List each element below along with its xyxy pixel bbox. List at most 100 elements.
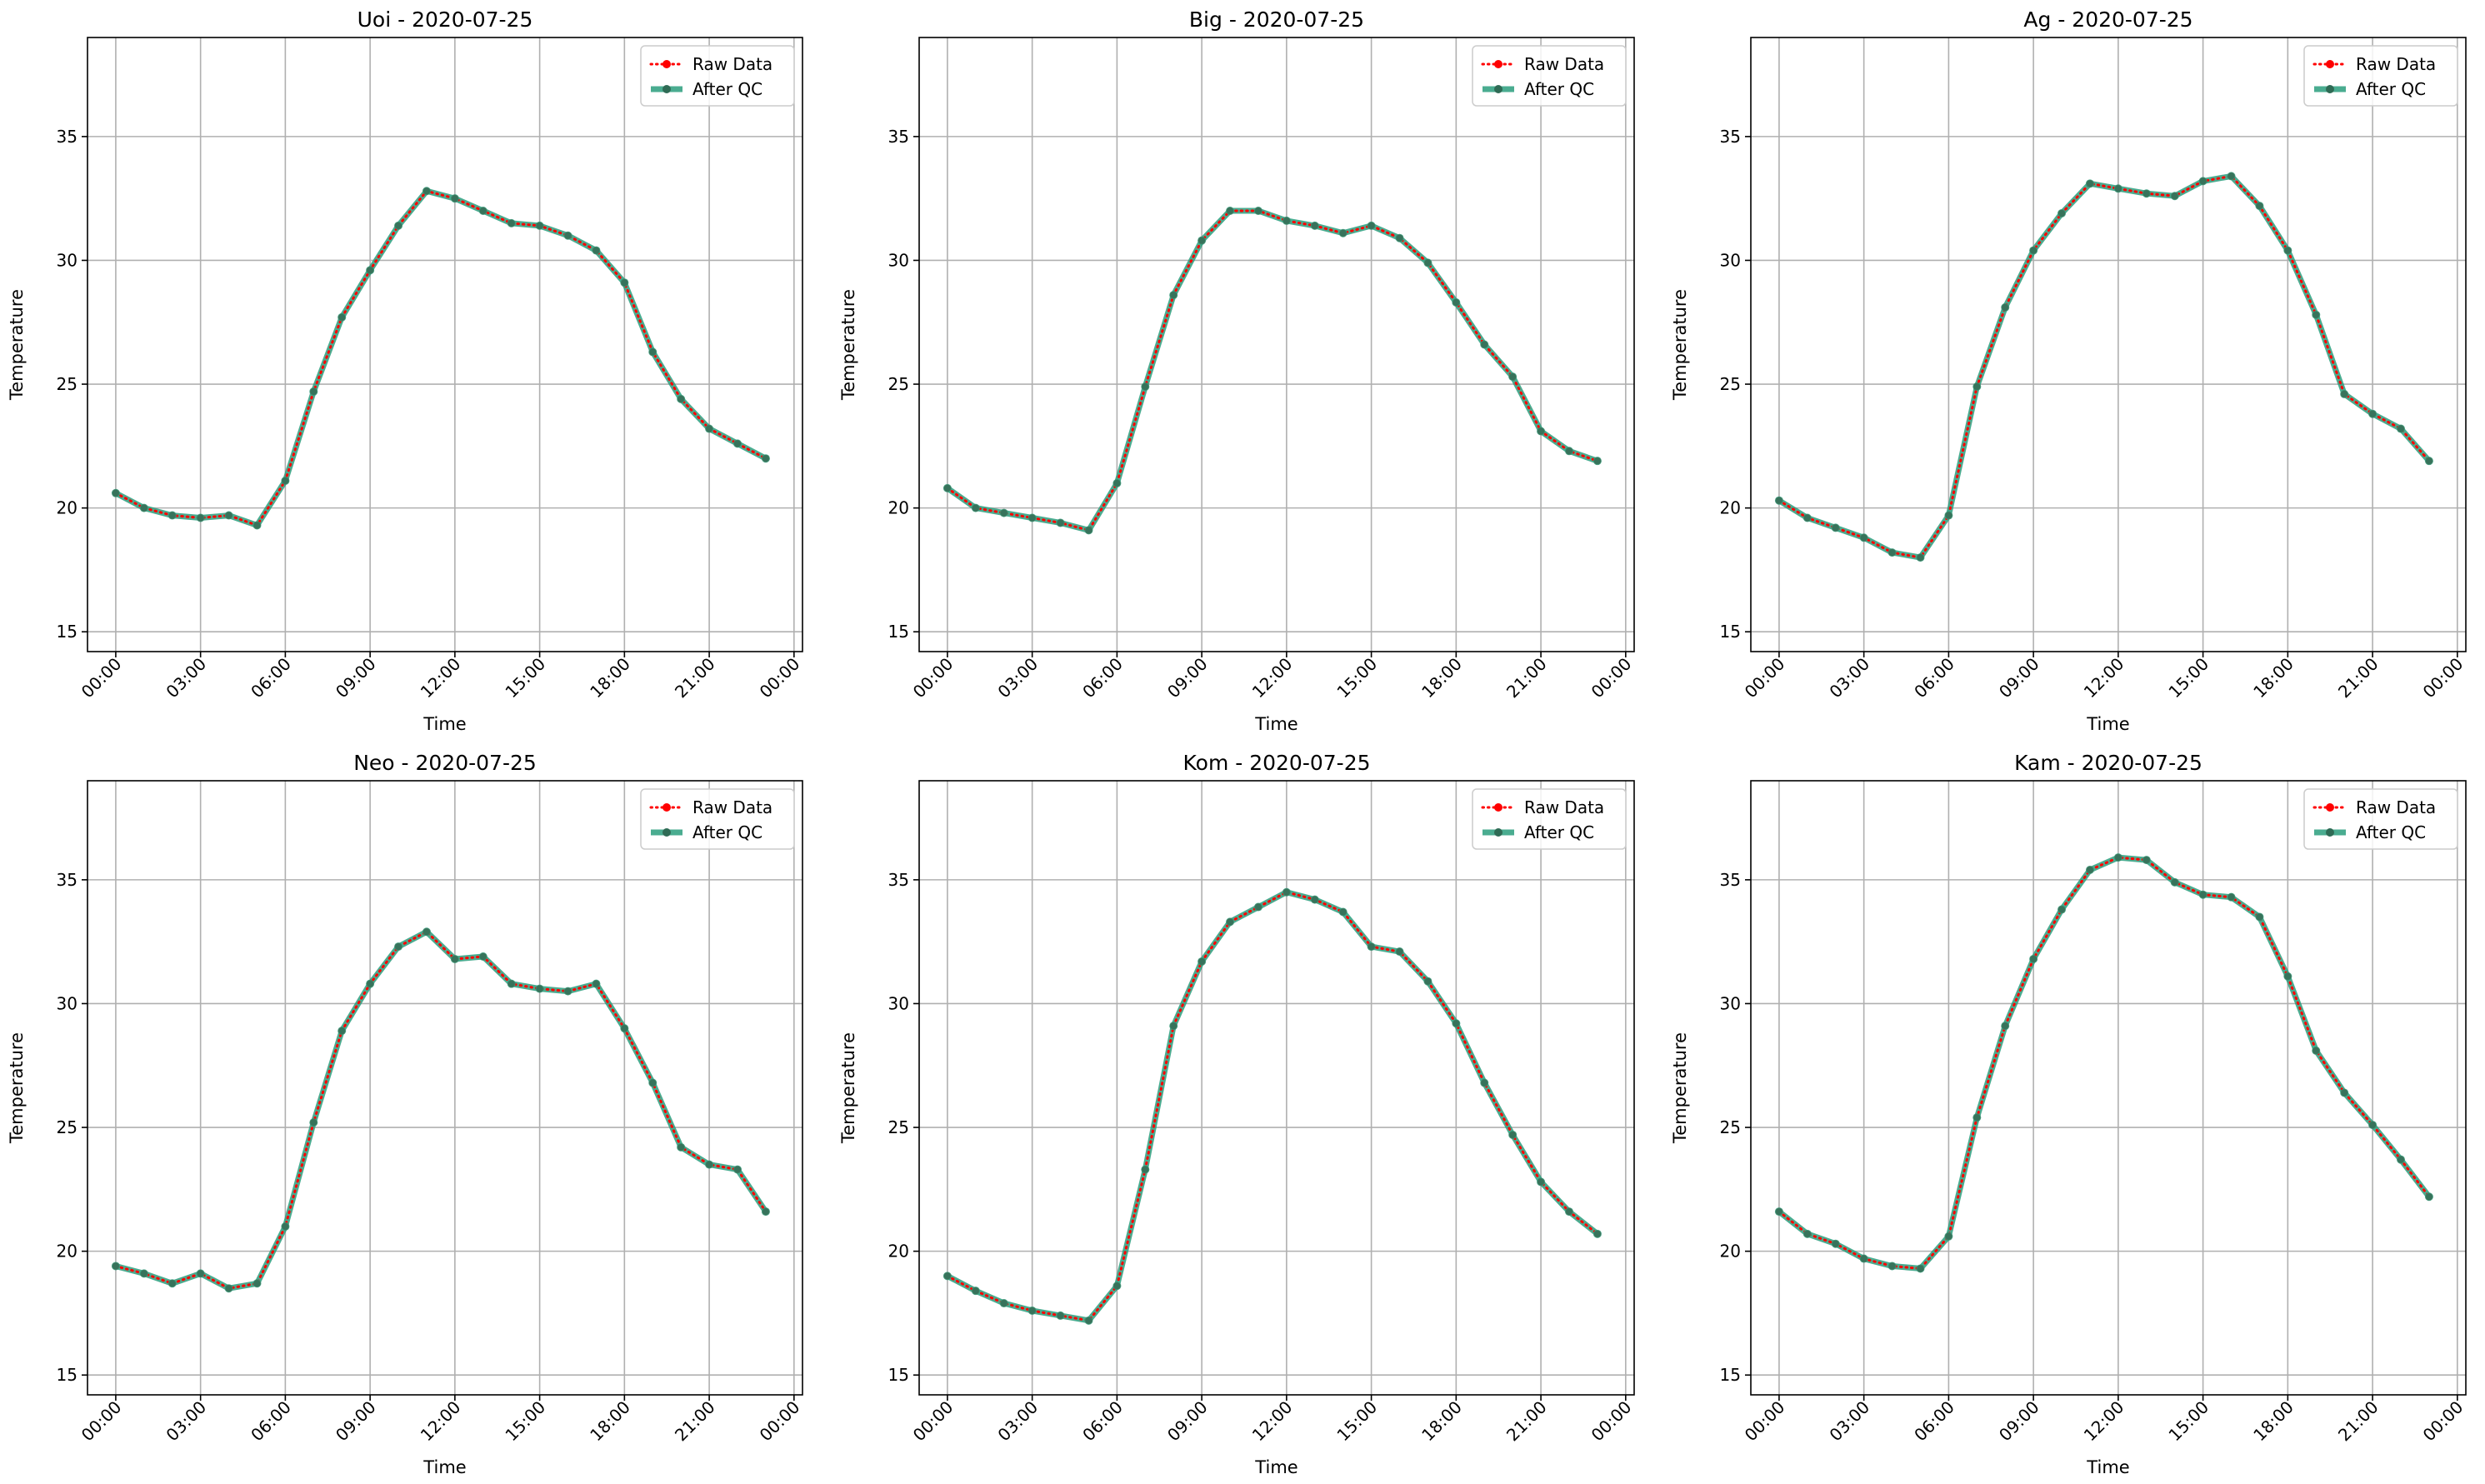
y-tick-label: 35 <box>1720 870 1741 890</box>
x-tick-label: 00:00 <box>2419 1397 2468 1446</box>
legend-qc-label: After QC <box>692 822 762 842</box>
after-qc-point-core <box>1113 1282 1121 1290</box>
after-qc-point-core <box>2369 1122 2377 1129</box>
after-qc-point-core <box>1917 1265 1924 1272</box>
x-tick-label: 00:00 <box>909 654 958 702</box>
raw-data-line <box>114 930 768 1290</box>
after-qc-point-core <box>282 477 289 484</box>
after-qc-point-core <box>508 219 515 227</box>
y-tick-label: 20 <box>57 1242 78 1262</box>
after-qc-point-core <box>734 440 741 447</box>
x-tick-label: 00:00 <box>1741 1397 1789 1446</box>
after-qc-point-core <box>367 980 374 987</box>
x-axis-label: Time <box>422 1457 466 1477</box>
x-tick-label: 21:00 <box>1502 654 1551 702</box>
after-qc-point-core <box>168 1280 176 1287</box>
after-qc-point-core <box>2171 878 2178 886</box>
x-tick-label: 18:00 <box>586 654 634 702</box>
x-tick-label: 18:00 <box>2249 654 2298 702</box>
after-qc-point-core <box>2369 410 2377 417</box>
after-qc-point-core <box>112 1262 119 1270</box>
after-qc-point-core <box>1538 1178 1545 1186</box>
y-axis-label: Temperature <box>1670 1032 1690 1144</box>
after-qc-point-core <box>1538 427 1545 435</box>
after-qc-point-core <box>1452 298 1460 306</box>
after-qc-point-core <box>762 455 769 462</box>
after-qc-point-core <box>1368 222 1375 229</box>
x-tick-label: 15:00 <box>1332 654 1381 702</box>
after-qc-point-core <box>1396 234 1403 242</box>
grid <box>919 781 1634 1395</box>
after-qc-point-core <box>678 395 685 402</box>
after-qc-point-core <box>2058 209 2066 217</box>
y-tick-label: 15 <box>1720 622 1741 642</box>
after-qc-point-core <box>310 387 318 395</box>
y-tick-label: 15 <box>888 1365 909 1385</box>
x-tick-label: 09:00 <box>1163 654 1212 702</box>
after-qc-point-core <box>1452 1020 1460 1027</box>
legend-qc-marker <box>662 828 671 837</box>
after-qc-point-core <box>2284 972 2292 980</box>
after-qc-point-core <box>253 1280 261 1287</box>
after-qc-point-core <box>2002 303 2009 311</box>
after-qc-point-core <box>1566 447 1572 455</box>
legend: Raw Data After QC <box>2303 45 2458 107</box>
after-qc-point-core <box>2199 891 2207 898</box>
legend-raw-label: Raw Data <box>2356 797 2436 817</box>
x-tick-label: 06:00 <box>1078 1397 1127 1446</box>
after-qc-point-core <box>1085 527 1092 534</box>
after-qc-point-core <box>1142 383 1149 391</box>
after-qc-point-core <box>2114 185 2122 192</box>
after-qc-point-core <box>451 195 458 202</box>
after-qc-point-core <box>1888 549 1896 557</box>
legend-raw-marker <box>1494 60 1502 68</box>
x-axis-label: Time <box>2086 1457 2129 1477</box>
legend-qc-label: After QC <box>692 79 762 99</box>
x-tick-label: 09:00 <box>332 1397 380 1446</box>
y-tick-label: 25 <box>888 1117 909 1137</box>
x-tick-label: 21:00 <box>671 1397 719 1446</box>
after-qc-point-core <box>1028 514 1036 522</box>
legend-raw-label: Raw Data <box>1524 797 1604 817</box>
after-qc-point-core <box>225 512 232 519</box>
after-qc-point-core <box>649 1079 657 1087</box>
legend-raw-marker <box>1494 803 1502 812</box>
x-tick-label: 15:00 <box>2164 654 2212 702</box>
x-tick-label: 18:00 <box>1418 1397 1466 1446</box>
after-qc-point-core <box>2256 202 2263 210</box>
plot-area <box>919 781 1634 1395</box>
after-qc-point-core <box>734 1166 741 1173</box>
x-tick-label: 12:00 <box>417 654 465 702</box>
after-qc-point-core <box>1000 509 1008 517</box>
axes-frame <box>87 780 803 1396</box>
raw-data-line <box>1778 856 2431 1270</box>
after-qc-point-core <box>1368 943 1375 951</box>
x-tick-label: 00:00 <box>756 654 804 702</box>
after-qc-point-core <box>943 1272 951 1280</box>
after-qc-point-core <box>2058 906 2066 913</box>
chart-title: Ag - 2020-07-25 <box>2023 7 2192 32</box>
x-tick-label: 00:00 <box>2419 654 2468 702</box>
legend-qc-label: After QC <box>1524 822 1594 842</box>
x-tick-label: 09:00 <box>1995 654 2043 702</box>
after-qc-point-core <box>564 232 572 239</box>
legend-raw-marker <box>2326 60 2334 68</box>
grid <box>1751 37 2466 652</box>
x-tick-label: 21:00 <box>2334 654 2382 702</box>
x-tick-label: 06:00 <box>1910 1397 1958 1446</box>
after-qc-point-core <box>2086 866 2093 873</box>
after-qc-point-core <box>395 222 402 229</box>
x-tick-label: 06:00 <box>247 1397 295 1446</box>
x-tick-label: 00:00 <box>78 654 126 702</box>
chart-title: Uoi - 2020-07-25 <box>358 7 533 32</box>
y-tick-label: 25 <box>57 374 78 394</box>
after-qc-point-core <box>762 1208 769 1216</box>
y-axis-label: Temperature <box>7 1032 27 1144</box>
chart-title: Kom - 2020-07-25 <box>1183 751 1371 775</box>
after-qc-point-core <box>2228 893 2235 901</box>
grid <box>88 781 802 1395</box>
x-tick-label: 03:00 <box>993 1397 1042 1446</box>
after-qc-point-core <box>2228 172 2235 180</box>
subplot-5: 15 20 25 30 35 00:00 03:00 06:00 09:00 12:00 15:00… <box>838 751 1635 1477</box>
